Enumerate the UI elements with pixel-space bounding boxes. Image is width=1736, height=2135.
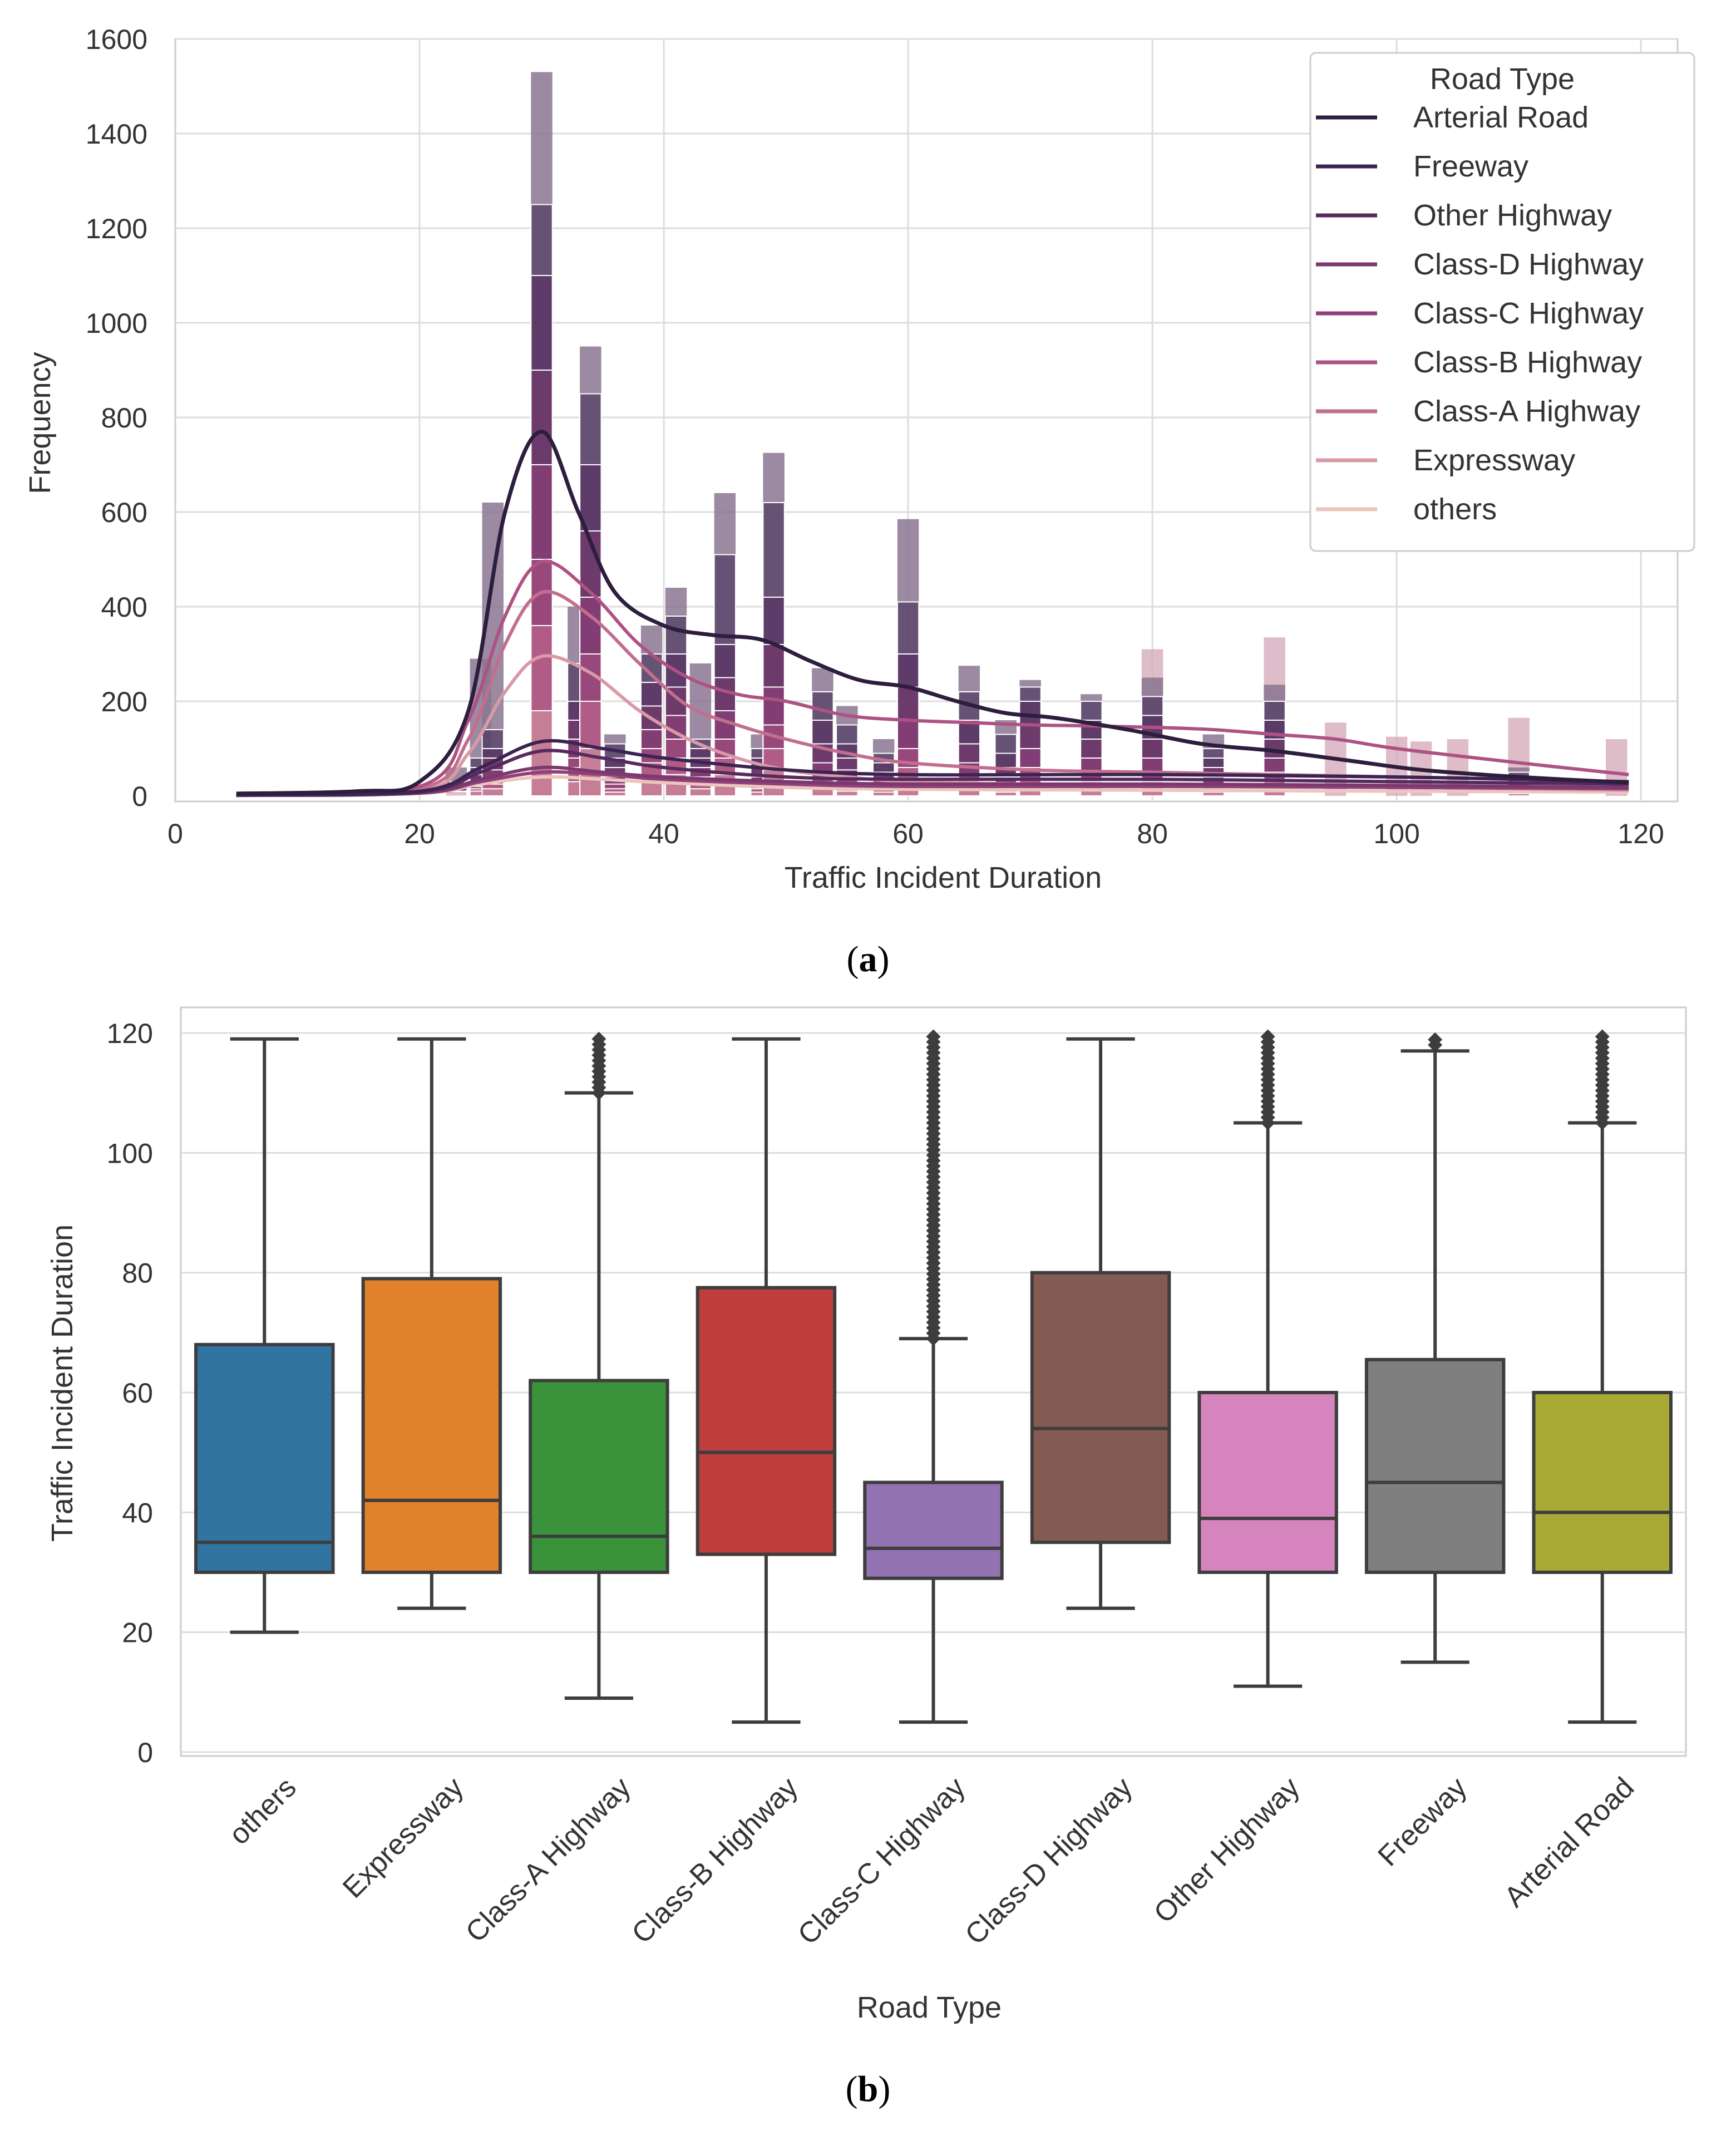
x-tick-label: 100 xyxy=(1373,818,1419,849)
kde-line-class-d-highway xyxy=(236,765,1629,798)
histogram-bar-segment xyxy=(445,793,468,796)
legend-label: Other Highway xyxy=(1413,199,1612,232)
panel-b-open-paren: ( xyxy=(846,2069,858,2109)
x-tick-label: others xyxy=(223,1771,303,1851)
y-tick-label: 0 xyxy=(137,1737,153,1768)
histogram-bar-segment xyxy=(1507,793,1530,796)
y-tick-label: 1600 xyxy=(86,24,147,55)
kde-lines xyxy=(236,429,1629,798)
histogram-grid xyxy=(175,38,1678,801)
y-tick-label: 0 xyxy=(132,781,147,812)
kde-line-arterial-road xyxy=(236,429,1629,796)
outlier-marker xyxy=(591,1031,606,1046)
y-tick-label: 120 xyxy=(107,1018,153,1049)
histogram-y-axis-label: Frequency xyxy=(23,352,57,494)
boxplot-y-axis-label: Traffic Incident Duration xyxy=(46,1224,79,1542)
legend-box xyxy=(1309,52,1695,552)
legend-items: Arterial Road Freeway Other Highway Class-D… xyxy=(1316,101,1644,526)
box-class-a-highway xyxy=(529,1379,669,1574)
kde-line-freeway xyxy=(236,739,1629,797)
legend: Road Type Arterial Road Freeway Other High… xyxy=(1309,52,1695,552)
outlier-marker xyxy=(926,1029,941,1044)
kde-line-class-b-highway xyxy=(236,559,1629,797)
box-other-highway xyxy=(1197,1391,1338,1574)
histogram-x-tick-labels: 0 20 40 60 80 100 120 xyxy=(167,818,1664,849)
panel-a-letter: a xyxy=(859,939,877,980)
panel-b-label: (b) xyxy=(846,2069,891,2109)
boxplot-boxes xyxy=(194,1029,1673,1724)
legend-title: Road Type xyxy=(1430,62,1575,96)
legend-label: Class-D Highway xyxy=(1413,248,1644,281)
y-tick-label: 1000 xyxy=(86,308,147,339)
panel-a-open-paren: ( xyxy=(847,939,859,980)
box-arterial-road xyxy=(1532,1391,1673,1574)
legend-label: others xyxy=(1413,493,1497,526)
x-tick-label: 120 xyxy=(1617,818,1664,849)
x-tick-label: 0 xyxy=(167,818,183,849)
y-tick-label: 600 xyxy=(101,497,147,528)
y-tick-label: 1200 xyxy=(86,213,147,244)
panel-a-label: (a) xyxy=(847,939,890,980)
y-tick-label: 20 xyxy=(122,1617,153,1649)
x-tick-label: Class-B Highway xyxy=(625,1771,804,1950)
x-tick-label: 80 xyxy=(1137,818,1168,849)
box-freeway xyxy=(1364,1357,1506,1575)
y-tick-label: 100 xyxy=(107,1138,153,1169)
legend-label: Class-C Highway xyxy=(1413,297,1644,330)
x-tick-label: Expressway xyxy=(337,1771,470,1904)
x-tick-label: 60 xyxy=(892,818,924,849)
x-tick-label: Other Highway xyxy=(1148,1771,1306,1929)
box-others xyxy=(194,1342,335,1575)
y-tick-label: 200 xyxy=(101,686,147,717)
kde-line-other-highway xyxy=(236,749,1629,797)
outlier-marker xyxy=(1428,1032,1443,1047)
legend-label: Class-A Highway xyxy=(1413,395,1640,428)
panel-b-letter: b xyxy=(858,2069,879,2109)
y-tick-label: 80 xyxy=(122,1258,153,1289)
x-tick-label: Class-C Highway xyxy=(792,1771,971,1951)
legend-label: Freeway xyxy=(1413,150,1528,183)
histogram-bar-segment xyxy=(481,788,504,796)
panel-b-close-paren: ) xyxy=(878,2069,890,2109)
histogram-x-axis-label: Traffic Incident Duration xyxy=(785,861,1102,894)
x-tick-label: 40 xyxy=(648,818,679,849)
x-tick-label: Freeway xyxy=(1372,1771,1473,1872)
legend-label: Expressway xyxy=(1413,444,1575,477)
histogram-bar-segment xyxy=(604,791,627,796)
histogram-y-tick-labels: 0 200 400 600 800 1000 1200 1400 1600 xyxy=(86,24,147,812)
x-tick-label: Class-A Highway xyxy=(460,1771,637,1949)
y-tick-label: 400 xyxy=(101,592,147,623)
boxplot-y-tick-labels: 0 20 40 60 80 100 120 xyxy=(107,1018,153,1768)
boxplot-x-axis-label: Road Type xyxy=(857,1991,1002,2024)
outlier-marker xyxy=(1260,1029,1275,1044)
histogram-bar-segment xyxy=(836,790,859,796)
box-class-d-highway xyxy=(1030,1271,1171,1544)
y-tick-label: 800 xyxy=(101,402,147,434)
box-expressway xyxy=(361,1277,502,1574)
outlier-marker xyxy=(1595,1029,1610,1044)
legend-label: Arterial Road xyxy=(1413,101,1589,134)
legend-label: Class-B Highway xyxy=(1413,346,1642,379)
histogram-bar-segment xyxy=(994,791,1017,796)
histogram-bar-segment xyxy=(689,788,712,796)
box-class-b-highway xyxy=(696,1286,837,1556)
histogram-panel: 0 20 40 60 80 100 120 0 200 400 600 800 1000 1200 140… xyxy=(23,24,1695,980)
panel-a-close-paren: ) xyxy=(877,939,890,980)
x-tick-label: Class-D Highway xyxy=(959,1771,1139,1951)
y-tick-label: 1400 xyxy=(86,119,147,150)
y-tick-label: 40 xyxy=(122,1497,153,1528)
x-tick-label: Arterial Road xyxy=(1498,1771,1641,1913)
x-tick-label: 20 xyxy=(404,818,435,849)
y-tick-label: 60 xyxy=(122,1378,153,1409)
box-class-c-highway xyxy=(863,1480,1004,1580)
histogram-bar-segment xyxy=(1202,791,1225,796)
histogram-bar-segment xyxy=(872,791,895,796)
